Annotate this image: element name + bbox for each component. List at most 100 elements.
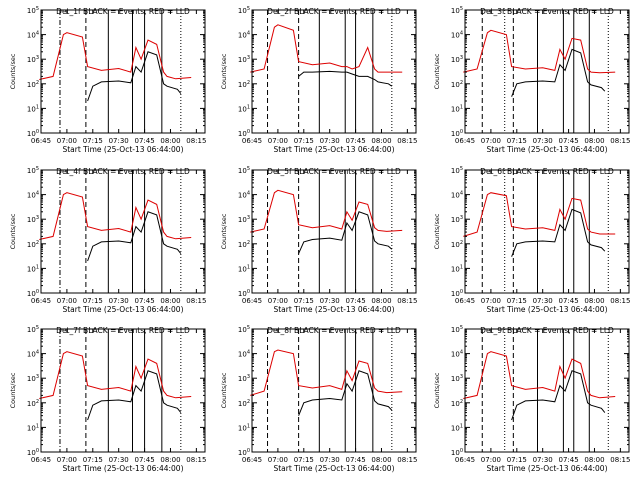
y-axis-label: Counts/sec xyxy=(9,213,17,249)
x-tick-label: 07:45 xyxy=(134,297,154,305)
y-tick-label: 102 xyxy=(238,240,250,249)
lld-series-line xyxy=(250,189,403,233)
plot-frame xyxy=(40,328,206,453)
y-tick-label: 104 xyxy=(451,350,463,359)
y-axis-label: Counts/sec xyxy=(220,53,228,89)
events-series-line xyxy=(298,211,393,254)
x-tick-label: 07:15 xyxy=(507,297,527,305)
x-tick-label: 07:45 xyxy=(345,456,365,464)
x-tick-label: 07:15 xyxy=(83,456,103,464)
y-tick-label: 102 xyxy=(27,399,39,408)
panel: 06:45 07:00 07:15 07:30 07:45 08:00 08:15 100 10… xyxy=(9,6,206,154)
panel-title: Det_7f BLACK = Events, RED = LLD xyxy=(56,326,190,335)
panel: 06:45 07:00 07:15 07:30 07:45 08:00 08:15 100 10… xyxy=(220,325,417,473)
x-tick-label: 07:30 xyxy=(320,137,340,145)
y-tick-label: 102 xyxy=(238,399,250,408)
lld-series-line xyxy=(463,351,616,399)
x-tick-label: 08:00 xyxy=(160,137,180,145)
y-tick-label: 103 xyxy=(238,374,250,383)
x-tick-label: 07:30 xyxy=(533,456,553,464)
x-axis-label: Start Time (25-Oct-13 06:44:00) xyxy=(62,305,183,314)
y-tick-label: 100 xyxy=(238,289,250,298)
y-tick-label: 105 xyxy=(238,6,250,15)
y-tick-label: 105 xyxy=(451,166,463,175)
y-tick-label: 101 xyxy=(27,423,39,432)
panel-title: Det_8f BLACK = Events, RED = LLD xyxy=(267,326,401,335)
x-tick-label: 07:45 xyxy=(345,297,365,305)
x-tick-label: 07:45 xyxy=(558,297,578,305)
events-series-line xyxy=(298,70,393,87)
x-axis-label: Start Time (25-Oct-13 06:44:00) xyxy=(273,305,394,314)
x-axis-label: Start Time (25-Oct-13 06:44:00) xyxy=(62,464,183,473)
x-tick-label: 07:15 xyxy=(507,456,527,464)
y-tick-label: 100 xyxy=(238,129,250,138)
y-tick-label: 104 xyxy=(27,191,39,200)
y-tick-label: 103 xyxy=(451,215,463,224)
x-axis-label: Start Time (25-Oct-13 06:44:00) xyxy=(273,464,394,473)
y-tick-label: 105 xyxy=(238,166,250,175)
panel: 06:45 07:00 07:15 07:30 07:45 08:00 08:15 100 10… xyxy=(433,325,630,473)
x-tick-label: 08:00 xyxy=(371,137,391,145)
y-tick-label: 101 xyxy=(451,423,463,432)
y-tick-label: 103 xyxy=(238,215,250,224)
y-tick-label: 103 xyxy=(27,55,39,64)
x-tick-label: 06:45 xyxy=(31,456,51,464)
x-tick-label: 07:30 xyxy=(109,456,129,464)
x-tick-label: 07:45 xyxy=(134,456,154,464)
x-tick-label: 07:00 xyxy=(481,297,501,305)
lld-series-line xyxy=(250,349,403,396)
y-axis-label: Counts/sec xyxy=(9,372,17,408)
plot-frame xyxy=(40,9,206,134)
y-tick-label: 101 xyxy=(27,264,39,273)
x-tick-label: 08:00 xyxy=(584,137,604,145)
x-tick-label: 07:30 xyxy=(320,297,340,305)
y-tick-label: 102 xyxy=(451,399,463,408)
y-axis-label: Counts/sec xyxy=(433,53,441,89)
panel: 06:45 07:00 07:15 07:30 07:45 08:00 08:15 100 10… xyxy=(9,325,206,473)
x-tick-label: 07:45 xyxy=(558,137,578,145)
x-tick-label: 07:15 xyxy=(83,297,103,305)
y-tick-label: 101 xyxy=(451,104,463,113)
x-tick-label: 08:00 xyxy=(584,297,604,305)
y-tick-label: 102 xyxy=(238,80,250,89)
x-tick-label: 07:00 xyxy=(268,137,288,145)
y-tick-label: 101 xyxy=(238,423,250,432)
y-tick-label: 101 xyxy=(451,264,463,273)
y-tick-label: 102 xyxy=(451,80,463,89)
x-axis-label: Start Time (25-Oct-13 06:44:00) xyxy=(273,145,394,154)
y-tick-label: 100 xyxy=(27,129,39,138)
y-tick-label: 105 xyxy=(451,6,463,15)
y-tick-label: 100 xyxy=(238,448,250,457)
y-axis-label: Counts/sec xyxy=(9,53,17,89)
events-series-line xyxy=(511,48,606,97)
panel-title: Det_5f BLACK = Events, RED = LLD xyxy=(267,167,401,176)
events-series-line xyxy=(87,51,182,102)
y-tick-label: 102 xyxy=(451,240,463,249)
x-tick-label: 07:15 xyxy=(294,137,314,145)
y-tick-label: 105 xyxy=(238,325,250,334)
panel: 06:45 07:00 07:15 07:30 07:45 08:00 08:15 100 10… xyxy=(9,166,206,314)
y-axis-label: Counts/sec xyxy=(220,213,228,249)
events-series-line xyxy=(298,370,393,416)
y-tick-label: 100 xyxy=(27,448,39,457)
x-tick-label: 08:15 xyxy=(186,137,206,145)
lld-series-line xyxy=(250,24,403,73)
y-tick-label: 105 xyxy=(451,325,463,334)
y-tick-label: 105 xyxy=(27,325,39,334)
y-tick-label: 103 xyxy=(27,215,39,224)
lld-series-line xyxy=(39,32,192,80)
x-tick-label: 08:15 xyxy=(610,137,630,145)
x-tick-label: 07:00 xyxy=(57,137,77,145)
x-tick-label: 08:00 xyxy=(371,456,391,464)
panel: 06:45 07:00 07:15 07:30 07:45 08:00 08:15 100 10… xyxy=(220,166,417,314)
x-tick-label: 07:00 xyxy=(57,297,77,305)
lld-series-line xyxy=(463,192,616,237)
x-tick-label: 06:45 xyxy=(455,137,475,145)
plot-frame xyxy=(40,169,206,294)
x-tick-label: 06:45 xyxy=(31,297,51,305)
x-tick-label: 07:15 xyxy=(294,456,314,464)
x-tick-label: 06:45 xyxy=(242,137,262,145)
x-tick-label: 07:15 xyxy=(507,137,527,145)
x-tick-label: 07:00 xyxy=(481,137,501,145)
y-tick-label: 104 xyxy=(238,31,250,40)
